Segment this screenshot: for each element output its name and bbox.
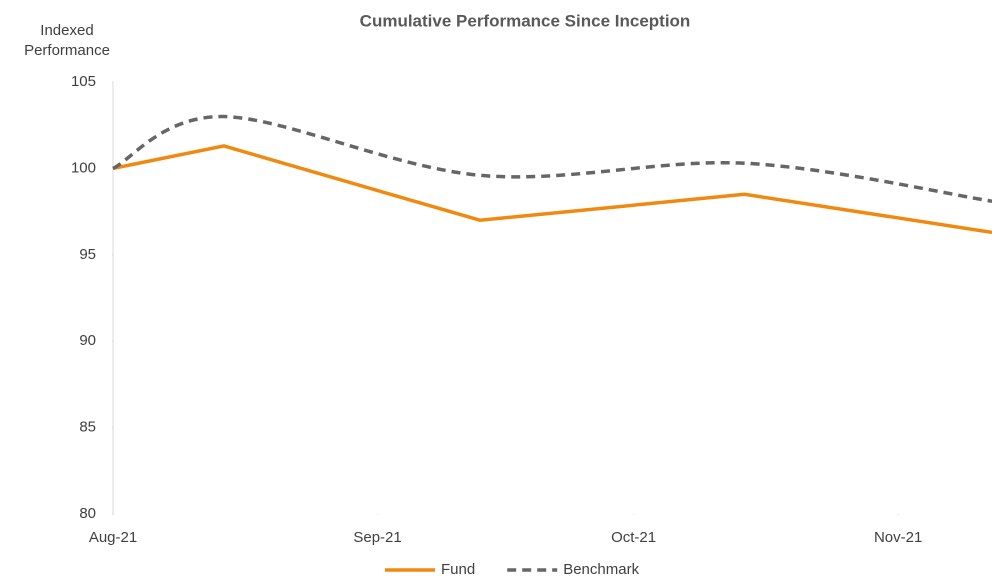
y-tick-label: 80 bbox=[79, 505, 96, 522]
chart-title: Cumulative Performance Since Inception bbox=[360, 11, 691, 30]
y-tick-label: 100 bbox=[71, 159, 96, 176]
series-line bbox=[112, 144, 992, 235]
x-tick-label: Sep-21 bbox=[353, 529, 401, 546]
y-axis-label: Indexed bbox=[40, 22, 93, 39]
y-tick-label: 95 bbox=[79, 246, 96, 263]
legend-label: Fund bbox=[441, 561, 475, 577]
y-tick-label: 105 bbox=[71, 73, 96, 90]
y-axis-label: Performance bbox=[24, 42, 110, 59]
x-tick-label: Aug-21 bbox=[89, 529, 137, 546]
x-tick-label: Oct-21 bbox=[611, 529, 656, 546]
y-tick-label: 85 bbox=[79, 419, 96, 436]
x-tick-label: Nov-21 bbox=[874, 529, 922, 546]
legend-label: Benchmark bbox=[563, 561, 639, 577]
series-line bbox=[112, 114, 992, 203]
y-tick-label: 90 bbox=[79, 332, 96, 349]
